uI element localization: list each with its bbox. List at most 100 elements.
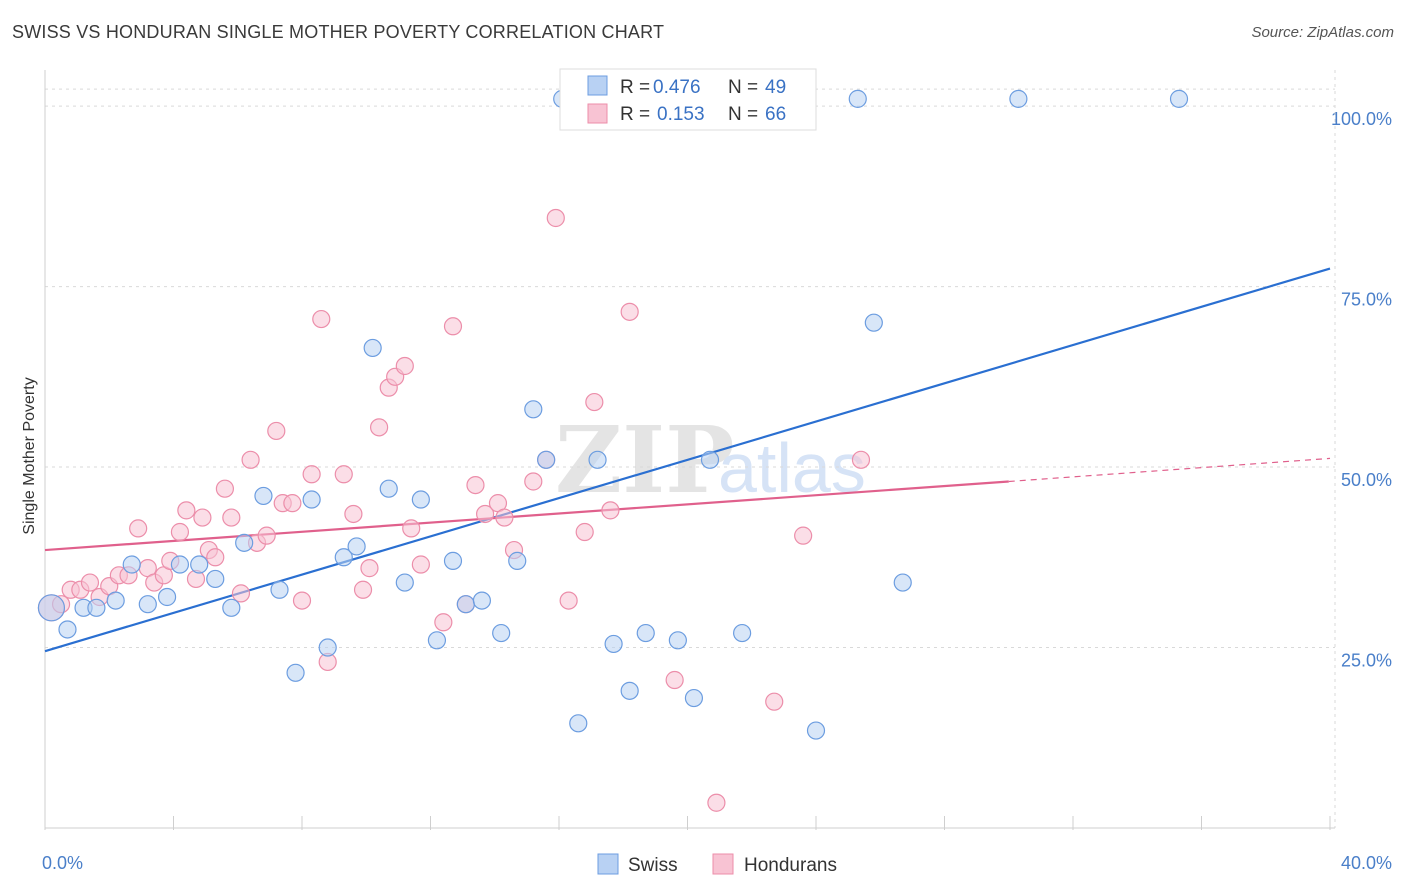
swiss-point: [395, 573, 414, 592]
swiss-point: [222, 598, 241, 617]
hondurans-regression-extension: [1008, 457, 1331, 483]
regression-lines: [44, 267, 1331, 653]
x-tick-label-max: 40.0%: [1341, 853, 1392, 873]
hondurans-point: [370, 418, 389, 437]
swiss-point: [806, 721, 826, 740]
swiss-point: [286, 663, 305, 682]
swiss-point: [524, 400, 543, 419]
hondurans-point: [80, 573, 100, 592]
swiss-point: [1169, 89, 1189, 108]
y-tick-label: 100.0%: [1331, 109, 1392, 129]
hondurans-point: [476, 504, 495, 524]
hondurans-point: [206, 548, 225, 567]
swiss-point: [864, 313, 883, 332]
hondurans-point: [620, 302, 639, 321]
swiss-point: [443, 551, 463, 570]
y-tick-label: 25.0%: [1341, 651, 1392, 671]
y-axis-title: Single Mother Poverty: [21, 377, 38, 534]
legend-bottom: Swiss Hondurans: [597, 853, 837, 876]
swiss-point: [684, 688, 704, 708]
hondurans-point: [546, 208, 565, 228]
axes: 0.0% 40.0%: [42, 70, 1392, 873]
bottom-legend-label-hondurans: Hondurans: [744, 855, 837, 876]
swiss-point: [472, 591, 491, 610]
swiss-point: [122, 555, 141, 574]
hondurans-point: [241, 450, 260, 469]
watermark: ZIP atlas: [555, 406, 866, 514]
legend-r-label-hondurans: R =: [620, 104, 650, 125]
legend-n-value-hondurans: 66: [765, 104, 786, 125]
swiss-point: [206, 569, 225, 589]
hondurans-point: [257, 526, 276, 545]
swiss-point: [270, 580, 289, 599]
hondurans-point: [170, 522, 190, 542]
hondurans-point: [495, 508, 514, 527]
swiss-point: [58, 620, 77, 639]
swiss-point: [302, 490, 321, 509]
hondurans-point: [402, 519, 421, 538]
swiss-point: [508, 551, 527, 570]
y-tick-label: 50.0%: [1341, 470, 1392, 490]
hondurans-point: [283, 494, 302, 513]
data-points: [37, 89, 1189, 812]
hondurans-regression-line: [44, 480, 1009, 552]
source-label: Source: ZipAtlas.com: [1251, 24, 1394, 41]
swiss-point: [254, 486, 273, 506]
hondurans-point: [794, 526, 813, 545]
swiss-point: [87, 598, 106, 617]
swiss-point: [588, 450, 607, 469]
swiss-point: [620, 681, 639, 700]
swiss-point: [604, 634, 623, 654]
hondurans-point: [707, 793, 726, 812]
hondurans-point: [292, 591, 312, 610]
swiss-point: [893, 573, 912, 592]
hondurans-point: [129, 519, 148, 538]
hondurans-point: [353, 580, 373, 599]
hondurans-point: [193, 508, 212, 527]
hondurans-point: [231, 584, 251, 603]
hondurans-point: [466, 475, 485, 495]
swiss-point: [235, 533, 254, 552]
swiss-point: [537, 450, 556, 469]
swiss-point: [106, 591, 125, 610]
bottom-legend-swatch-swiss: [597, 853, 619, 875]
swiss-point: [157, 587, 177, 607]
legend-r-value-hondurans: 0.153: [657, 104, 705, 125]
hondurans-point: [360, 559, 379, 578]
hondurans-point: [411, 555, 430, 574]
swiss-point: [138, 595, 157, 614]
swiss-point: [411, 490, 430, 509]
hondurans-point: [267, 421, 286, 441]
y-axis-title-group: Single Mother Poverty: [21, 377, 38, 534]
hondurans-point: [851, 450, 871, 469]
x-tick-label-min: 0.0%: [42, 853, 83, 873]
swiss-point: [334, 548, 353, 567]
hondurans-point: [215, 479, 234, 498]
hondurans-point: [765, 692, 784, 711]
swiss-point: [363, 338, 382, 358]
swiss-point: [668, 631, 687, 650]
watermark-atlas: atlas: [718, 429, 866, 507]
hondurans-point: [559, 591, 578, 610]
swiss-regression-line: [44, 267, 1331, 653]
legend-swatch-hondurans: [587, 103, 608, 124]
y-tick-label: 75.0%: [1341, 290, 1392, 310]
legend-n-value-swiss: 49: [765, 77, 786, 98]
swiss-point: [1009, 89, 1028, 108]
legend-r-label-swiss: R =: [620, 77, 650, 98]
hondurans-point: [395, 356, 414, 376]
hondurans-point: [302, 465, 321, 484]
hondurans-point: [601, 501, 620, 520]
swiss-point: [492, 623, 511, 643]
swiss-point: [37, 594, 66, 622]
hondurans-point: [443, 317, 463, 336]
hondurans-point: [434, 613, 453, 632]
hondurans-point: [177, 501, 196, 520]
swiss-point: [379, 479, 398, 498]
swiss-point: [347, 537, 366, 556]
legend-top: R = 0.476 N = 49 R = 0.153 N = 66: [559, 68, 817, 131]
hondurans-point: [665, 670, 684, 690]
chart-title: SWISS VS HONDURAN SINGLE MOTHER POVERTY …: [12, 22, 665, 42]
swiss-point: [318, 638, 337, 657]
hondurans-point: [334, 465, 353, 484]
